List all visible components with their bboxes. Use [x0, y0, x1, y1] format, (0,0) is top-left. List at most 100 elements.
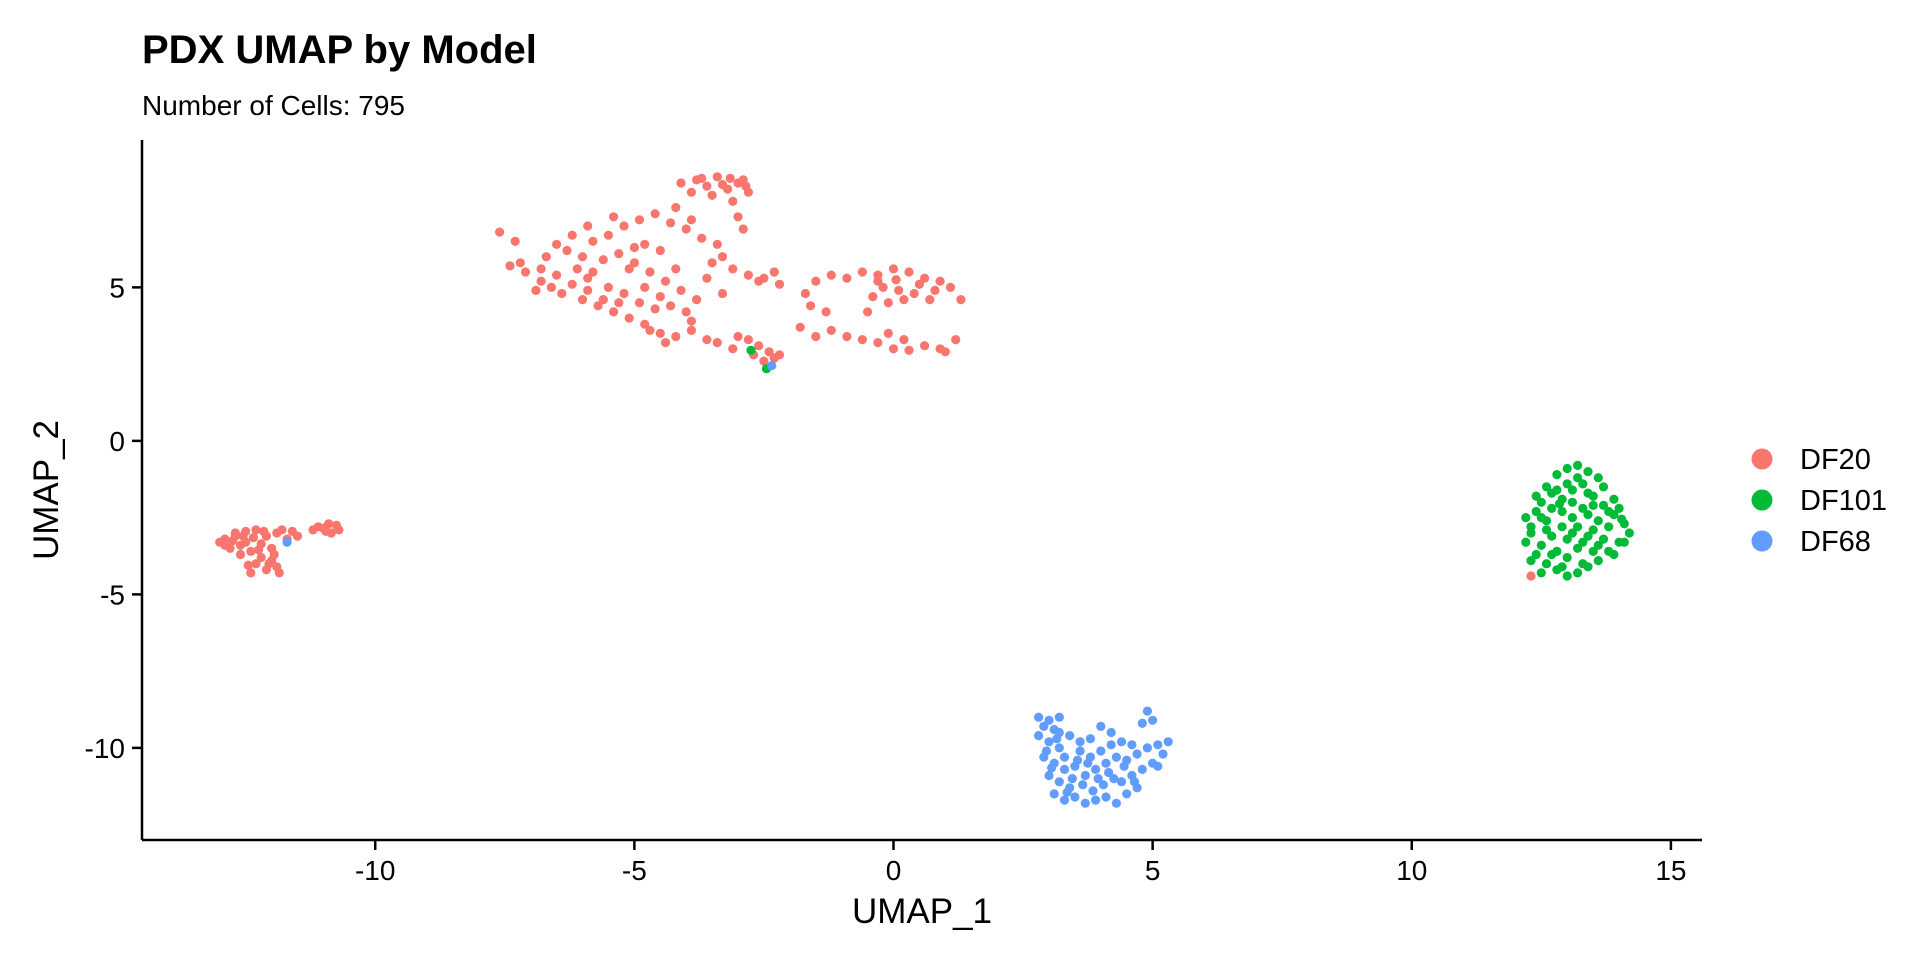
data-point: [728, 344, 738, 354]
data-point: [1067, 774, 1077, 784]
data-point: [609, 212, 619, 222]
data-point: [1604, 522, 1614, 532]
data-point: [702, 273, 712, 283]
data-point: [634, 215, 645, 225]
data-point: [640, 239, 650, 249]
data-point: [1054, 712, 1064, 722]
data-point: [767, 361, 777, 371]
data-point: [1153, 761, 1163, 771]
data-point: [671, 202, 681, 213]
data-point: [1573, 460, 1583, 470]
data-point: [1137, 718, 1147, 728]
data-point: [821, 307, 831, 317]
data-point: [645, 325, 655, 335]
data-point: [1158, 749, 1168, 759]
data-point: [743, 270, 754, 280]
data-point: [666, 301, 676, 311]
legend-label: DF101: [1800, 485, 1887, 517]
data-point: [282, 537, 292, 547]
data-point: [1129, 777, 1140, 787]
data-point: [1070, 792, 1080, 802]
data-point: [676, 285, 686, 295]
data-point: [1531, 549, 1541, 560]
data-point: [904, 267, 914, 277]
data-point: [914, 279, 925, 289]
data-point: [826, 325, 836, 335]
data-point: [811, 331, 821, 342]
data-point: [1557, 562, 1567, 572]
data-point: [1059, 752, 1070, 762]
data-point: [1111, 798, 1121, 808]
data-point: [1588, 525, 1598, 535]
legend-key: [1751, 530, 1773, 552]
data-point: [1142, 743, 1152, 753]
y-axis-title: UMAP_2: [27, 420, 66, 560]
data-point: [598, 255, 608, 265]
data-point: [1106, 740, 1116, 750]
data-point: [891, 275, 901, 285]
data-point: [873, 276, 883, 286]
x-tick-label: 15: [1655, 855, 1686, 886]
data-point: [583, 273, 593, 283]
data-point: [629, 242, 640, 253]
data-point: [1153, 740, 1163, 750]
data-point: [1096, 721, 1106, 732]
data-point: [520, 267, 531, 277]
data-point: [697, 233, 707, 243]
data-point: [1552, 485, 1562, 495]
x-tick-label: 5: [1145, 855, 1161, 886]
data-point: [863, 307, 873, 317]
legend-label: DF20: [1800, 444, 1871, 476]
data-point: [1573, 473, 1583, 483]
data-point: [1573, 568, 1583, 578]
data-point: [904, 345, 914, 355]
data-point: [826, 270, 836, 280]
data-point: [251, 525, 261, 535]
data-point: [1588, 500, 1598, 510]
data-point: [920, 341, 930, 351]
data-point: [1583, 467, 1593, 477]
data-point: [1049, 789, 1059, 799]
data-point: [1609, 549, 1619, 560]
data-point: [1541, 525, 1552, 535]
data-point: [1041, 746, 1051, 756]
data-point: [1047, 763, 1057, 773]
data-point: [1583, 509, 1593, 520]
data-point: [1624, 528, 1634, 538]
data-point: [741, 181, 751, 191]
data-point: [795, 322, 805, 332]
data-point: [308, 525, 318, 535]
data-point: [1557, 506, 1567, 517]
data-point: [1609, 494, 1619, 504]
data-point: [1598, 534, 1609, 544]
data-point: [254, 545, 264, 555]
data-point: [1083, 758, 1093, 768]
data-point: [1531, 506, 1541, 517]
data-point: [1536, 540, 1546, 550]
data-point: [1578, 503, 1588, 513]
data-point: [1593, 516, 1603, 526]
y-tick-label: 0: [109, 426, 125, 457]
data-point: [717, 288, 728, 299]
data-point: [1562, 552, 1572, 563]
data-point: [256, 552, 266, 563]
data-point: [562, 245, 572, 256]
data-point: [598, 295, 608, 305]
data-point: [894, 285, 904, 295]
data-point: [1562, 463, 1572, 474]
data-point: [541, 252, 551, 262]
data-point: [681, 307, 691, 317]
data-point: [536, 276, 546, 286]
data-point: [1075, 737, 1085, 747]
data-point: [671, 331, 681, 342]
data-point: [935, 276, 945, 286]
x-tick-label: 10: [1396, 855, 1427, 886]
data-point: [1111, 752, 1121, 762]
data-point: [857, 267, 868, 277]
data-point: [842, 331, 852, 342]
data-point: [228, 536, 238, 546]
data-point: [920, 273, 930, 283]
data-point: [1044, 715, 1054, 725]
data-point: [774, 350, 785, 360]
